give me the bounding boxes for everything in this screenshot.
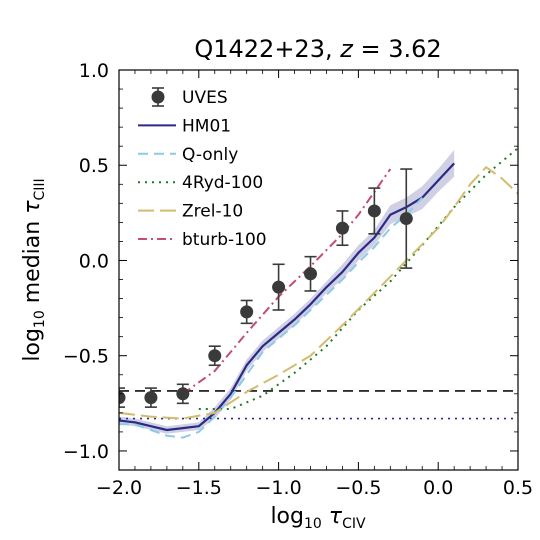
x-tick-label-5: 0.0 [423, 477, 453, 499]
x-tick-label-6: 0.5 [503, 477, 533, 499]
legend-label-uves: UVES [182, 88, 228, 108]
chart-title: Q1422+23, z = 3.62 [194, 35, 441, 63]
title-rest: = 3.62 [353, 35, 442, 63]
y-axis-label-median: median [20, 214, 45, 310]
series-uves-point-5 [240, 305, 254, 319]
x-tick-label-4: −0.5 [335, 477, 381, 499]
series-zrel-10-line [119, 166, 518, 420]
legend-label-4ryd-100: 4Ryd-100 [182, 173, 263, 193]
x-axis-label-tau: τ [322, 504, 343, 529]
legend-label-zrel-10: Zrel-10 [182, 202, 243, 222]
x-tick-label-3: −1.0 [256, 477, 302, 499]
series-uves-point-7 [304, 267, 318, 281]
y-axis-label-tau: τ [20, 200, 45, 214]
y-tick-label-5: 1.0 [79, 60, 109, 82]
x-axis-label: log10 τCIV [270, 504, 366, 532]
x-tick-label-1: −2.0 [96, 477, 142, 499]
legend-label-bturb-100: bturb-100 [182, 230, 267, 250]
title-main: Q1422+23, [194, 35, 340, 63]
y-axis-label-log: log [20, 328, 45, 362]
legend-label-hm01: HM01 [182, 116, 231, 136]
y-axis-label: log10 median τCIII [20, 178, 48, 361]
y-axis-label-tau-sub: CIII [32, 178, 48, 200]
x-axis-label-log-sub: 10 [304, 516, 322, 532]
plot-content [119, 147, 518, 439]
y-axis-label-log-sub: 10 [32, 310, 48, 328]
y-tick-label-4: 0.5 [79, 155, 109, 177]
legend: UVES HM01 Q-only 4Ryd-100 Zrel-10 bturb-100 [138, 87, 267, 250]
series-uves-point-8 [335, 221, 349, 235]
series-uves-point-2 [144, 391, 158, 405]
x-axis-label-tau-sub: CIV [342, 516, 366, 532]
series-uves-point-1 [119, 391, 126, 405]
y-tick-label-3: 0.0 [79, 250, 109, 272]
series-uves-point-6 [272, 280, 286, 294]
series-hm01-line [119, 162, 455, 432]
series-uves-point-9 [367, 204, 381, 218]
x-tick-label-2: −1.5 [176, 477, 222, 499]
series-uves-point-4 [208, 349, 222, 363]
series-q-only-line [119, 196, 423, 439]
axes: −2.0 −1.5 −1.0 −0.5 0.0 0.5 −1.0 −0.5 0.0 0.5 1.0 [63, 60, 533, 499]
plot-frame [118, 69, 519, 471]
series-4ryd-100-line [198, 147, 518, 411]
x-axis-label-log: log [270, 504, 304, 529]
series-uves-point-10 [399, 212, 413, 226]
series-bturb-100-line [182, 168, 392, 395]
y-tick-label-1: −1.0 [63, 441, 109, 463]
y-tick-label-2: −0.5 [63, 346, 109, 368]
series-uves-point-3 [176, 387, 190, 401]
legend-label-q-only: Q-only [182, 145, 238, 165]
title-italic: z [339, 35, 354, 63]
legend-marker-uves [151, 90, 165, 104]
